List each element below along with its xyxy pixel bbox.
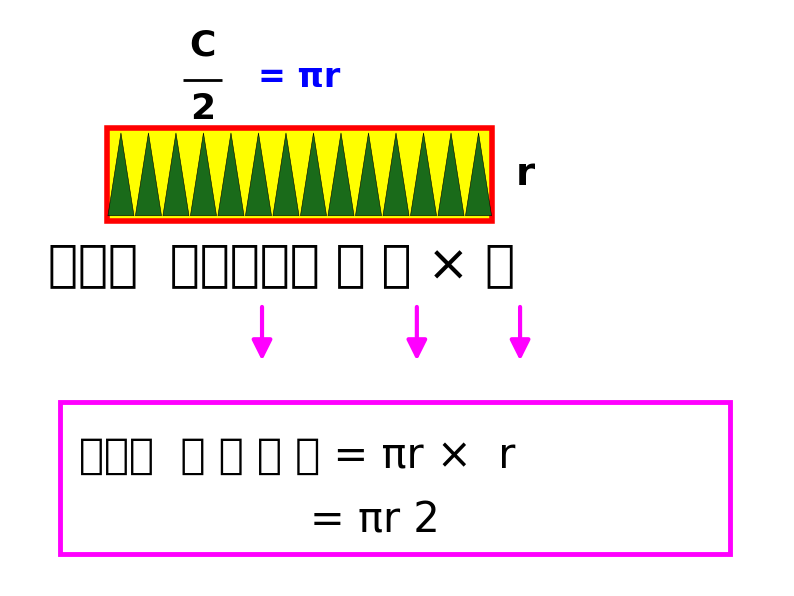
Polygon shape [356,133,382,216]
Polygon shape [438,133,464,216]
Bar [60,402,730,554]
Text: = πr 2: = πr 2 [310,500,439,542]
Polygon shape [383,133,409,216]
Polygon shape [163,133,189,216]
Polygon shape [328,133,354,216]
Polygon shape [410,133,437,216]
Text: r: r [516,156,535,193]
Polygon shape [108,133,134,216]
Text: 所以：  圆 的 面 积 = πr ×  r: 所以： 圆 的 面 积 = πr × r [79,434,516,476]
Polygon shape [136,133,161,216]
Text: 因为：  长方形面积 ＝ 长 × 宽: 因为： 长方形面积 ＝ 长 × 宽 [48,241,515,289]
Text: C: C [189,29,216,63]
Polygon shape [245,133,272,216]
Polygon shape [273,133,299,216]
Text: = πr: = πr [258,61,341,94]
Polygon shape [300,133,326,216]
Text: 2: 2 [190,92,215,126]
Polygon shape [191,133,217,216]
Polygon shape [465,133,491,216]
Bar [107,128,492,221]
Polygon shape [218,133,244,216]
